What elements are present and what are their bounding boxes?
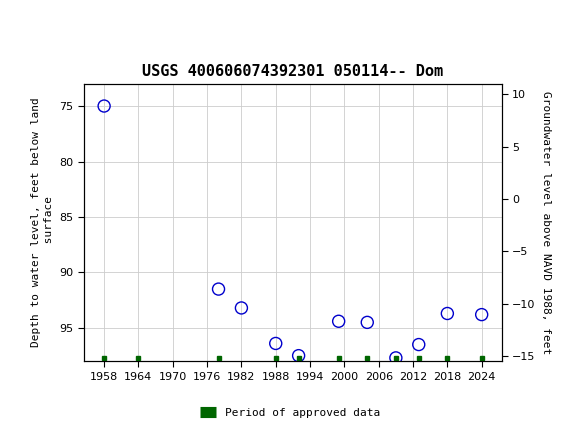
Point xyxy=(100,103,109,110)
Point xyxy=(392,354,401,361)
Text: USGS: USGS xyxy=(23,9,78,27)
Point xyxy=(271,340,280,347)
Y-axis label: Groundwater level above NAVD 1988, feet: Groundwater level above NAVD 1988, feet xyxy=(541,91,551,354)
Point xyxy=(334,318,343,325)
Point xyxy=(362,319,372,326)
Legend: Period of approved data: Period of approved data xyxy=(195,403,385,422)
Point xyxy=(237,304,246,311)
Point xyxy=(443,310,452,317)
Title: USGS 400606074392301 050114-- Dom: USGS 400606074392301 050114-- Dom xyxy=(142,64,444,79)
Point xyxy=(477,311,486,318)
Point xyxy=(414,341,423,348)
Point xyxy=(214,286,223,292)
Point xyxy=(294,352,303,359)
Text: ≡: ≡ xyxy=(3,8,21,28)
Y-axis label: Depth to water level, feet below land
 surface: Depth to water level, feet below land su… xyxy=(31,98,54,347)
